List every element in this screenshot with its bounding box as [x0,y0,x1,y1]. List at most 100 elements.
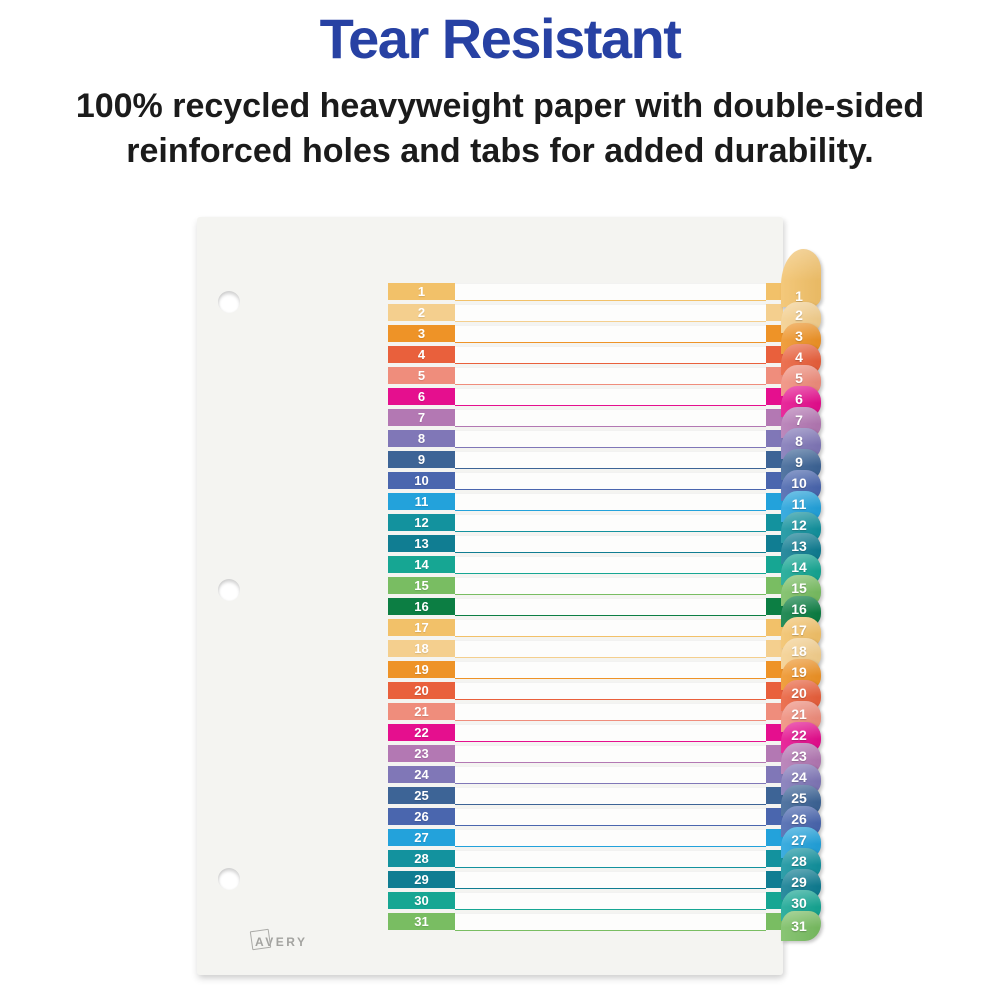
row-end-block [766,346,783,363]
row-number-block: 20 [388,682,455,699]
row-strip [455,325,766,343]
tab-number: 24 [791,769,807,785]
row-end-block [766,493,783,510]
toc-row: 30 [388,892,783,910]
tab-number: 27 [791,832,807,848]
row-strip [455,556,766,574]
row-strip [455,577,766,595]
toc-row: 16 [388,598,783,616]
row-number: 14 [414,557,429,572]
toc-row: 19 [388,661,783,679]
toc-row: 3 [388,325,783,343]
row-strip [455,703,766,721]
row-end-block [766,766,783,783]
row-number-block: 24 [388,766,455,783]
row-strip [455,367,766,385]
row-end-block [766,283,783,300]
row-number: 21 [414,704,429,719]
toc-row: 13 [388,535,783,553]
row-number-block: 23 [388,745,455,762]
row-strip [455,451,766,469]
row-number: 9 [417,452,426,467]
toc-row: 5 [388,367,783,385]
row-end-block [766,325,783,342]
tab-number: 4 [795,349,803,365]
row-end-block [766,913,783,930]
row-number-block: 4 [388,346,455,363]
index-tab: 15 [781,575,821,606]
tab-number: 2 [795,307,803,323]
row-strip [455,850,766,868]
toc-row: 12 [388,514,783,532]
toc-row: 4 [388,346,783,364]
tabs-stack: 1 2 3 4 5 6 7 8 9 10 11 12 13 14 15 16 17 18 19 20 21 22 23 24 2… [781,240,825,950]
row-end-block [766,472,783,489]
row-number-block: 17 [388,619,455,636]
row-number-block: 25 [388,787,455,804]
paper-sheet: 1 2 3 4 5 6 7 8 9 10 11 12 13 14 15 16 17 18 19 20 21 22 23 24 2… [197,217,783,975]
row-strip [455,724,766,742]
row-number-block: 1 [388,283,455,300]
row-strip [455,472,766,490]
row-strip [455,304,766,322]
tab-number: 13 [791,538,807,554]
row-end-block [766,367,783,384]
row-strip [455,535,766,553]
row-end-block [766,787,783,804]
row-end-block [766,556,783,573]
row-strip [455,787,766,805]
row-end-block [766,850,783,867]
index-tab: 3 [781,323,821,354]
tab-number: 28 [791,853,807,869]
toc-row: 18 [388,640,783,658]
row-number: 1 [417,284,426,299]
row-number-block: 22 [388,724,455,741]
toc-row: 21 [388,703,783,721]
row-number-block: 2 [388,304,455,321]
row-number-block: 11 [388,493,455,510]
toc-row: 1 [388,283,783,301]
tab-number: 26 [791,811,807,827]
page-title: Tear Resistant [319,7,682,70]
toc-row: 9 [388,451,783,469]
row-number: 16 [414,599,429,614]
row-strip [455,682,766,700]
row-end-block [766,430,783,447]
row-strip [455,745,766,763]
row-number-block: 8 [388,430,455,447]
row-number: 18 [414,641,429,656]
row-strip [455,829,766,847]
tab-number: 21 [791,706,807,722]
tab-number: 7 [795,412,803,428]
tab-number: 5 [795,370,803,386]
toc-row: 26 [388,808,783,826]
tab-number: 29 [791,874,807,890]
row-number: 24 [414,767,429,782]
toc-row: 27 [388,829,783,847]
row-strip [455,766,766,784]
row-number: 28 [414,851,429,866]
row-end-block [766,619,783,636]
tab-number: 14 [791,559,807,575]
row-number-block: 16 [388,598,455,615]
row-number-block: 5 [388,367,455,384]
toc-row: 22 [388,724,783,742]
row-end-block [766,388,783,405]
row-strip [455,493,766,511]
toc-row: 2 [388,304,783,322]
row-number-block: 3 [388,325,455,342]
row-strip [455,346,766,364]
row-number: 20 [414,683,429,698]
toc-row: 15 [388,577,783,595]
row-strip [455,283,766,301]
toc-row: 29 [388,871,783,889]
row-number: 6 [417,389,426,404]
row-end-block [766,892,783,909]
row-end-block [766,829,783,846]
tab-number: 8 [795,433,803,449]
subtitle-line-2: reinforced holes and tabs for added dura… [126,132,874,170]
tab-number: 18 [791,643,807,659]
row-end-block [766,724,783,741]
row-number: 7 [417,410,426,425]
toc-row: 8 [388,430,783,448]
